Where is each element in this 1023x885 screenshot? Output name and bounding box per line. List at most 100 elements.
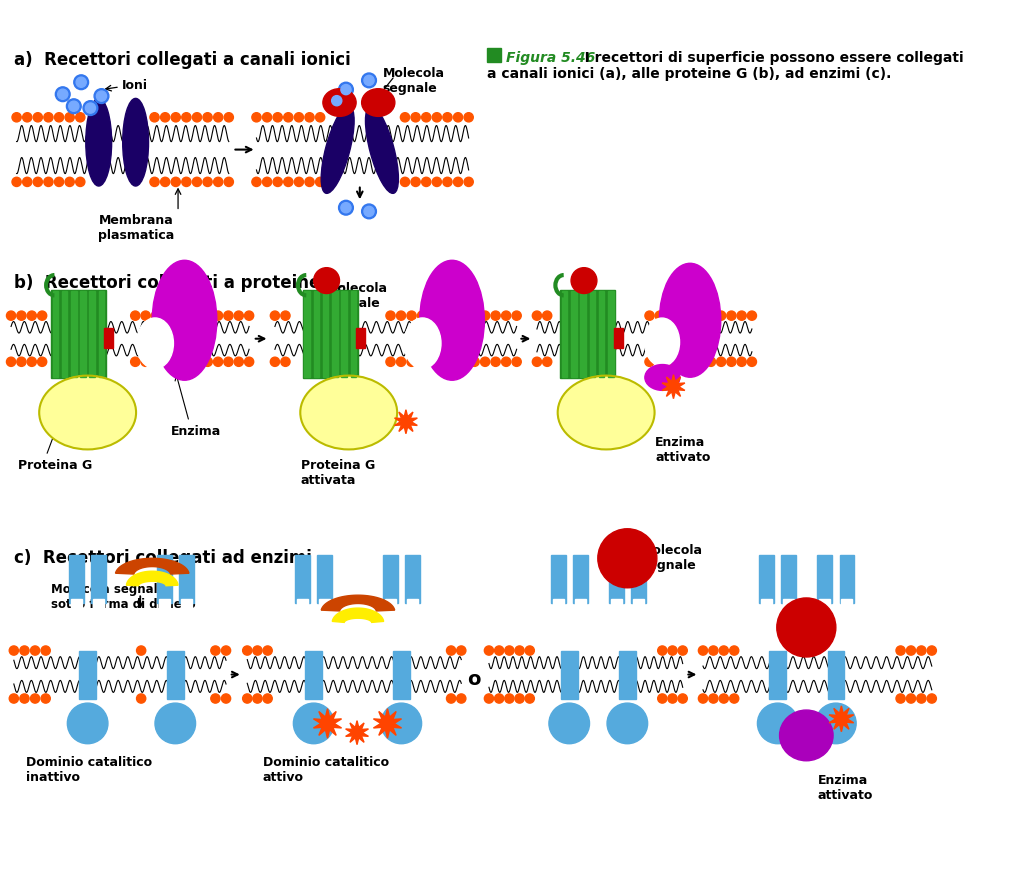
- Circle shape: [221, 694, 230, 703]
- Circle shape: [263, 177, 272, 187]
- Text: Enzima
attivato: Enzima attivato: [655, 435, 710, 464]
- Circle shape: [23, 177, 32, 187]
- Circle shape: [203, 177, 212, 187]
- Circle shape: [381, 703, 421, 743]
- Bar: [609, 555, 624, 603]
- Circle shape: [696, 311, 705, 320]
- Circle shape: [729, 646, 739, 655]
- Circle shape: [675, 358, 684, 366]
- Bar: [16, 118, 229, 182]
- Bar: [828, 650, 844, 698]
- Bar: [14, 650, 226, 698]
- Circle shape: [136, 694, 145, 703]
- Text: Enzima: Enzima: [171, 425, 221, 437]
- Bar: [631, 555, 646, 603]
- Text: a)  Recettori collegati a canali ionici: a) Recettori collegati a canali ionici: [14, 50, 351, 69]
- Circle shape: [917, 646, 926, 655]
- Circle shape: [28, 358, 37, 366]
- Circle shape: [549, 703, 589, 743]
- Ellipse shape: [136, 318, 174, 369]
- Circle shape: [83, 101, 98, 115]
- Circle shape: [295, 112, 304, 122]
- Bar: [257, 118, 469, 182]
- Bar: [571, 291, 577, 378]
- Circle shape: [33, 177, 42, 187]
- Circle shape: [244, 311, 254, 320]
- Text: Proteina G
attivata: Proteina G attivata: [301, 458, 375, 487]
- Bar: [91, 555, 106, 603]
- Bar: [561, 650, 578, 698]
- Circle shape: [453, 177, 462, 187]
- Bar: [80, 291, 86, 378]
- Circle shape: [407, 358, 416, 366]
- Circle shape: [896, 694, 905, 703]
- Circle shape: [494, 646, 503, 655]
- Bar: [80, 650, 96, 698]
- Circle shape: [252, 177, 261, 187]
- Circle shape: [481, 311, 490, 320]
- Ellipse shape: [86, 98, 112, 186]
- Circle shape: [513, 358, 522, 366]
- Bar: [167, 650, 183, 698]
- Circle shape: [204, 358, 213, 366]
- Bar: [52, 291, 58, 378]
- Circle shape: [757, 703, 798, 743]
- Text: Molecola segnale
sotto forma di dimero: Molecola segnale sotto forma di dimero: [51, 583, 195, 612]
- Bar: [487, 48, 501, 62]
- Circle shape: [203, 112, 212, 122]
- Bar: [784, 599, 794, 608]
- Circle shape: [44, 177, 53, 187]
- Circle shape: [182, 177, 191, 187]
- Circle shape: [12, 177, 21, 187]
- Polygon shape: [127, 571, 178, 586]
- Circle shape: [339, 82, 353, 97]
- Circle shape: [263, 112, 272, 122]
- Circle shape: [665, 358, 674, 366]
- Bar: [575, 599, 586, 608]
- Bar: [598, 291, 605, 378]
- Polygon shape: [662, 374, 684, 398]
- Circle shape: [329, 93, 344, 108]
- Circle shape: [224, 177, 233, 187]
- Bar: [71, 291, 77, 378]
- Bar: [405, 555, 419, 603]
- Circle shape: [504, 694, 514, 703]
- Circle shape: [685, 311, 695, 320]
- Bar: [303, 289, 358, 379]
- Bar: [840, 555, 854, 603]
- Polygon shape: [313, 709, 342, 738]
- Circle shape: [192, 112, 202, 122]
- Circle shape: [655, 358, 664, 366]
- Circle shape: [234, 311, 243, 320]
- Bar: [306, 650, 322, 698]
- Circle shape: [459, 358, 469, 366]
- Circle shape: [242, 646, 252, 655]
- Bar: [104, 327, 114, 348]
- Bar: [181, 599, 192, 608]
- Circle shape: [155, 703, 195, 743]
- Circle shape: [439, 358, 448, 366]
- Circle shape: [362, 73, 376, 88]
- Bar: [89, 291, 95, 378]
- Circle shape: [161, 177, 170, 187]
- Circle shape: [668, 646, 677, 655]
- Circle shape: [19, 694, 29, 703]
- Circle shape: [439, 311, 448, 320]
- Circle shape: [747, 311, 756, 320]
- Circle shape: [456, 694, 465, 703]
- Bar: [703, 650, 932, 698]
- Bar: [11, 316, 249, 362]
- Circle shape: [906, 646, 916, 655]
- Bar: [560, 289, 616, 379]
- Bar: [319, 599, 330, 608]
- Circle shape: [31, 694, 40, 703]
- Circle shape: [162, 358, 171, 366]
- Circle shape: [699, 694, 708, 703]
- Circle shape: [644, 358, 654, 366]
- Circle shape: [400, 112, 409, 122]
- Circle shape: [221, 646, 230, 655]
- Circle shape: [214, 112, 223, 122]
- Bar: [552, 599, 564, 608]
- Circle shape: [470, 358, 479, 366]
- Circle shape: [270, 358, 279, 366]
